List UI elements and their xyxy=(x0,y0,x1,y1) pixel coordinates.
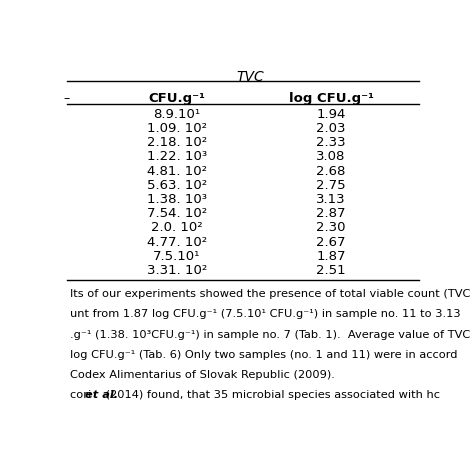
Text: 4.77. 10²: 4.77. 10² xyxy=(147,236,207,249)
Text: 2.67: 2.67 xyxy=(316,236,346,249)
Text: et al.: et al. xyxy=(84,390,118,400)
Text: 2.33: 2.33 xyxy=(316,136,346,149)
Text: log CFU.g⁻¹ (Tab. 6) Only two samples (no. 1 and 11) were in accord: log CFU.g⁻¹ (Tab. 6) Only two samples (n… xyxy=(70,350,458,360)
Text: (2014) found, that 35 microbial species associated with hc: (2014) found, that 35 microbial species … xyxy=(102,390,440,400)
Text: 1.38. 10³: 1.38. 10³ xyxy=(147,193,207,206)
Text: Codex Alimentarius of Slovak Republic (2009).: Codex Alimentarius of Slovak Republic (2… xyxy=(70,370,335,380)
Text: 2.03: 2.03 xyxy=(316,122,346,135)
Text: 3.31. 10²: 3.31. 10² xyxy=(146,264,207,277)
Text: cori: cori xyxy=(70,390,95,400)
Text: TVC: TVC xyxy=(237,70,264,83)
Text: 7.54. 10²: 7.54. 10² xyxy=(147,207,207,220)
Text: lts of our experiments showed the presence of total viable count (TVC: lts of our experiments showed the presen… xyxy=(70,289,471,300)
Text: CFU.g⁻¹: CFU.g⁻¹ xyxy=(148,91,205,105)
Text: 1.09. 10²: 1.09. 10² xyxy=(147,122,207,135)
Text: 1.22. 10³: 1.22. 10³ xyxy=(147,150,207,164)
Text: 1.87: 1.87 xyxy=(316,250,346,263)
Text: 2.0. 10²: 2.0. 10² xyxy=(151,221,202,235)
Text: 7.5.10¹: 7.5.10¹ xyxy=(153,250,201,263)
Text: 5.63. 10²: 5.63. 10² xyxy=(147,179,207,192)
Text: 2.68: 2.68 xyxy=(317,164,346,178)
Text: 2.51: 2.51 xyxy=(316,264,346,277)
Text: unt from 1.87 log CFU.g⁻¹ (7.5.10¹ CFU.g⁻¹) in sample no. 11 to 3.13: unt from 1.87 log CFU.g⁻¹ (7.5.10¹ CFU.g… xyxy=(70,310,461,319)
Text: 8.9.10¹: 8.9.10¹ xyxy=(153,108,201,121)
Text: log CFU.g⁻¹: log CFU.g⁻¹ xyxy=(289,91,374,105)
Text: –: – xyxy=(63,91,69,105)
Text: 2.30: 2.30 xyxy=(316,221,346,235)
Text: 2.18. 10²: 2.18. 10² xyxy=(147,136,207,149)
Text: 2.75: 2.75 xyxy=(316,179,346,192)
Text: 2.87: 2.87 xyxy=(316,207,346,220)
Text: 4.81. 10²: 4.81. 10² xyxy=(147,164,207,178)
Text: 3.13: 3.13 xyxy=(316,193,346,206)
Text: 1.94: 1.94 xyxy=(317,108,346,121)
Text: .g⁻¹ (1.38. 10³CFU.g⁻¹) in sample no. 7 (Tab. 1).  Average value of TVC: .g⁻¹ (1.38. 10³CFU.g⁻¹) in sample no. 7 … xyxy=(70,329,471,339)
Text: 3.08: 3.08 xyxy=(317,150,346,164)
